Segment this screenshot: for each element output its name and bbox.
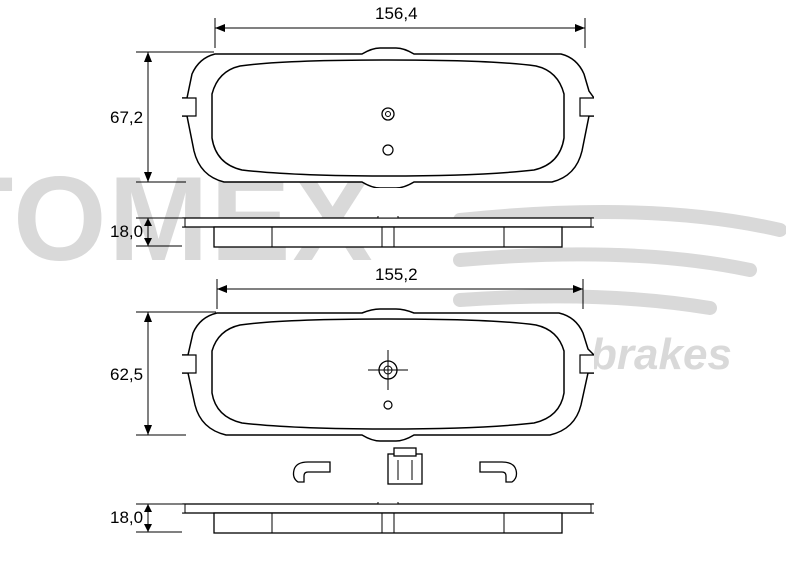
- dim-bottom-height-label: 62,5: [110, 365, 143, 385]
- bottom-pad-front: [182, 305, 594, 443]
- diagram-canvas: TOMEX brakes 156,4 67,2: [0, 0, 786, 580]
- top-pad-front: [182, 46, 594, 188]
- bottom-pad-clip: [290, 446, 520, 496]
- top-pad-side: [182, 216, 594, 250]
- dim-top-height-label: 67,2: [110, 108, 143, 128]
- watermark-sub: brakes: [590, 330, 732, 380]
- bottom-pad-side: [182, 502, 594, 536]
- dim-top-thickness-label: 18,0: [110, 222, 143, 242]
- dim-bottom-width-label: 155,2: [375, 265, 418, 285]
- dim-top-width-label: 156,4: [375, 4, 418, 24]
- dim-bottom-thickness-label: 18,0: [110, 508, 143, 528]
